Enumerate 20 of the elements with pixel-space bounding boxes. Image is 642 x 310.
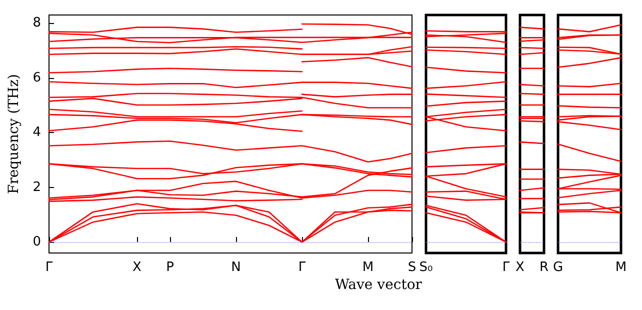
x-tick-label: G <box>553 260 564 275</box>
y-tick-label: 2 <box>32 180 41 195</box>
x-tick-label: P <box>166 260 174 275</box>
y-tick-label: 0 <box>32 234 41 250</box>
x-tick-label: Γ <box>502 260 510 275</box>
y-tick-label: 4 <box>32 125 41 140</box>
x-tick-label: Γ <box>45 260 54 275</box>
x-tick-label: S <box>408 260 416 275</box>
x-tick-label: M <box>615 260 627 275</box>
x-tick-label: S₀ <box>419 260 433 275</box>
x-tick-label: R <box>539 260 549 275</box>
x-axis-title: Wave vector <box>334 277 422 293</box>
x-tick-label: M <box>362 260 374 275</box>
y-tick-label: 8 <box>32 16 41 31</box>
y-axis-title: Frequency (THz) <box>6 74 22 194</box>
x-tick-label: N <box>231 260 241 275</box>
y-tick-label: 6 <box>32 70 41 86</box>
x-tick-label: X <box>132 260 142 275</box>
x-tick-label: X <box>516 260 525 275</box>
x-tick-label: Γ <box>298 260 306 275</box>
